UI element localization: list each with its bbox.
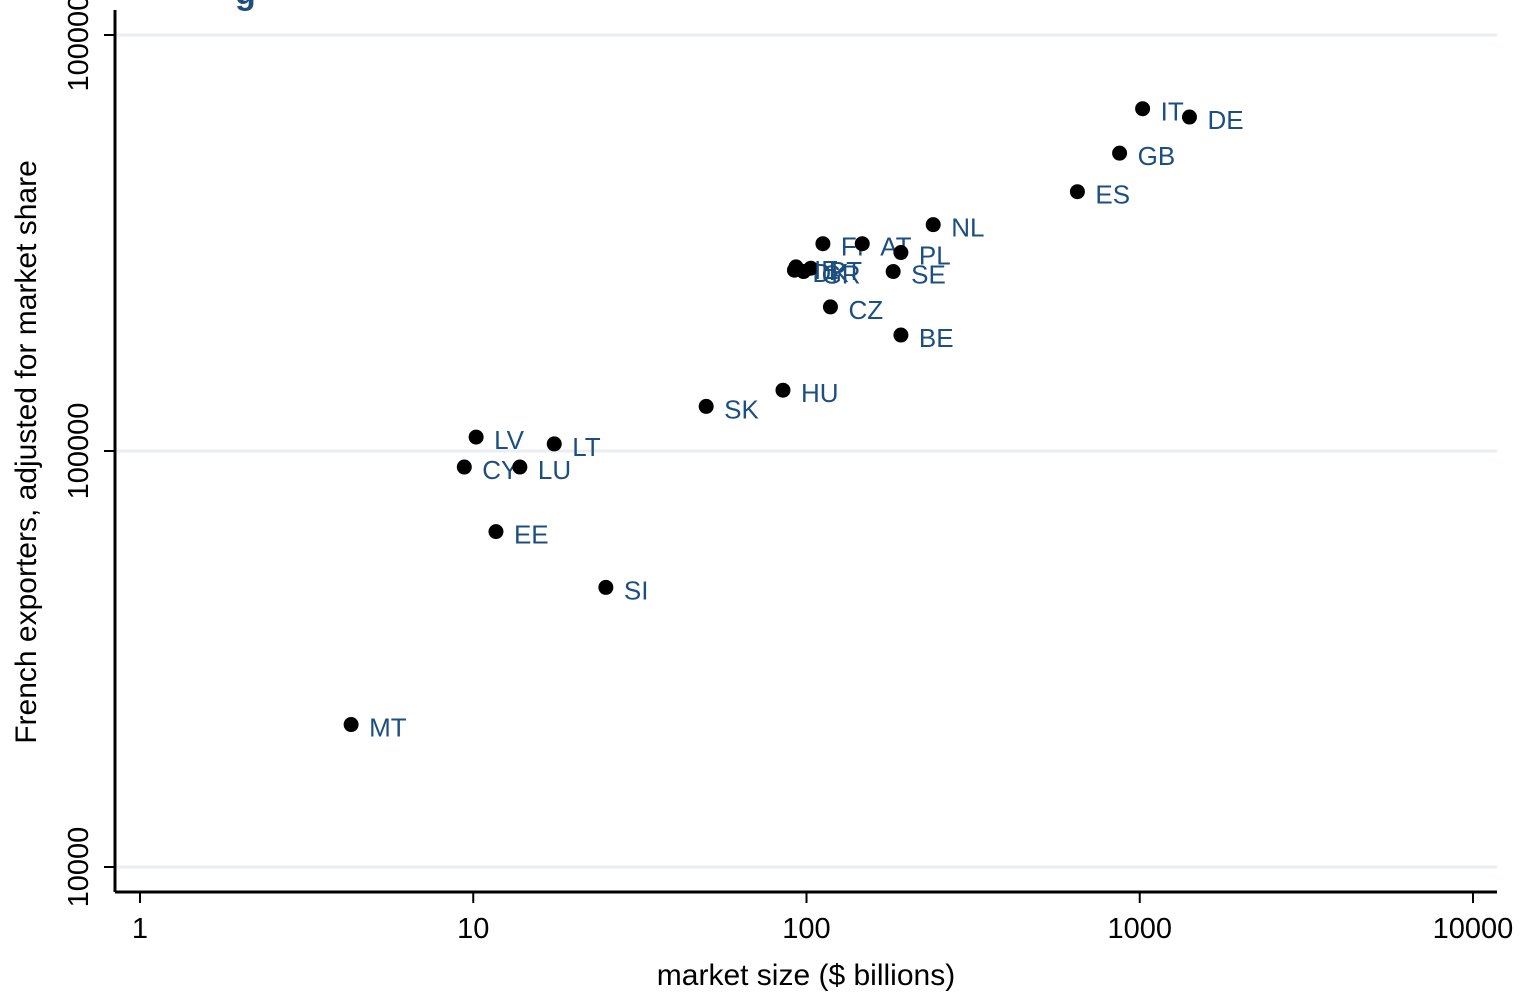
x-ticks: 1 10 100 1000 10000 <box>132 892 1513 945</box>
point-MT <box>343 717 359 733</box>
x-tick-label-4: 10000 <box>1433 913 1514 945</box>
point-label-GR: GR <box>822 260 861 290</box>
point-label-HU: HU <box>801 378 839 408</box>
point-LT <box>546 436 562 452</box>
chart-title-fragment: g <box>235 0 256 12</box>
point-label-SI: SI <box>624 575 649 605</box>
point-DE <box>1181 109 1197 125</box>
grid-lines <box>117 33 1497 869</box>
point-label-CY: CY <box>482 455 518 485</box>
point-label-LT: LT <box>572 432 601 462</box>
point-CY <box>456 459 472 475</box>
point-IT <box>1135 101 1151 117</box>
point-SK <box>698 398 714 414</box>
point-LU <box>512 459 528 475</box>
point-HU <box>775 382 791 398</box>
point-IE <box>788 259 804 275</box>
point-label-CZ: CZ <box>848 295 883 325</box>
y-ticks: 10000 100000 1000000 <box>63 0 115 907</box>
point-PT <box>803 260 819 276</box>
point-label-DE: DE <box>1207 105 1243 135</box>
point-CZ <box>822 299 838 315</box>
point-label-SE: SE <box>911 260 946 290</box>
point-LV <box>468 429 484 445</box>
y-tick-label-2: 1000000 <box>63 0 95 91</box>
x-tick-label-2: 100 <box>782 913 830 945</box>
point-label-LV: LV <box>494 425 525 455</box>
point-label-MT: MT <box>369 713 407 743</box>
point-AT <box>854 236 870 252</box>
point-SE <box>885 264 901 280</box>
x-tick-label-3: 1000 <box>1107 913 1172 945</box>
point-ES <box>1069 184 1085 200</box>
point-label-SK: SK <box>724 394 759 424</box>
point-EE <box>488 524 504 540</box>
point-label-NL: NL <box>951 213 984 243</box>
point-NL <box>925 217 941 233</box>
point-SI <box>598 579 614 595</box>
x-axis-label: market size ($ billions) <box>657 959 955 992</box>
point-label-PL: PL <box>919 241 951 271</box>
y-axis-label: French exporters, adjusted for market sh… <box>10 160 43 744</box>
point-label-ES: ES <box>1095 180 1130 210</box>
y-tick-label-0: 10000 <box>63 827 95 908</box>
x-tick-label-1: 10 <box>457 913 489 945</box>
y-tick-label-1: 100000 <box>63 403 95 500</box>
point-label-LU: LU <box>538 455 571 485</box>
point-PL <box>893 245 909 261</box>
point-label-DK: DK <box>812 258 849 288</box>
point-label-BE: BE <box>919 323 954 353</box>
point-label-IT: IT <box>1161 97 1184 127</box>
point-BE <box>893 327 909 343</box>
point-GB <box>1112 145 1128 161</box>
point-label-PT: PT <box>829 256 862 286</box>
point-label-EE: EE <box>514 520 549 550</box>
x-tick-label-0: 1 <box>132 913 148 945</box>
point-label-IE: IE <box>814 255 839 285</box>
point-FI <box>815 236 831 252</box>
point-label-GB: GB <box>1138 141 1176 171</box>
